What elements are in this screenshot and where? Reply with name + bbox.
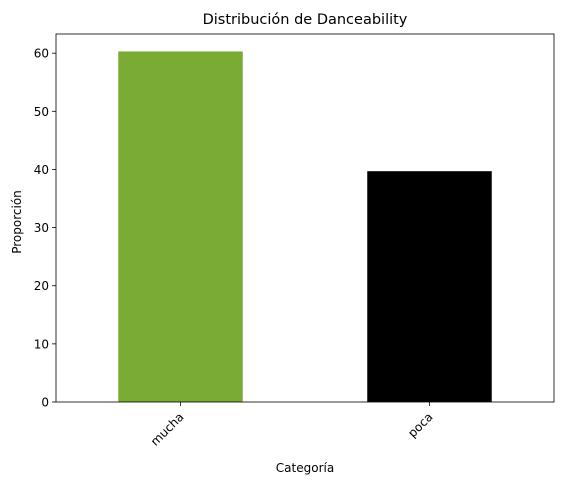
y-tick-label-50: 50 (34, 105, 49, 119)
bar-mucha (118, 51, 243, 402)
plot-area: mucha poca 0 10 20 30 40 50 60 (34, 33, 555, 449)
y-axis-label: Proporción (10, 190, 24, 254)
x-axis-label: Categoría (276, 461, 334, 475)
x-tick-label-mucha: mucha (148, 410, 187, 449)
y-tick-label-10: 10 (34, 337, 49, 351)
x-tick-label-poca: poca (405, 410, 435, 440)
y-tick-label-40: 40 (34, 163, 49, 177)
y-tick-label-60: 60 (34, 47, 49, 61)
y-tick-label-20: 20 (34, 279, 49, 293)
bar-poca (367, 171, 492, 402)
plot-frame (55, 33, 555, 403)
chart-title: Distribución de Danceability (203, 12, 408, 28)
y-tick-label-30: 30 (34, 221, 49, 235)
y-tick-label-0: 0 (41, 396, 49, 410)
